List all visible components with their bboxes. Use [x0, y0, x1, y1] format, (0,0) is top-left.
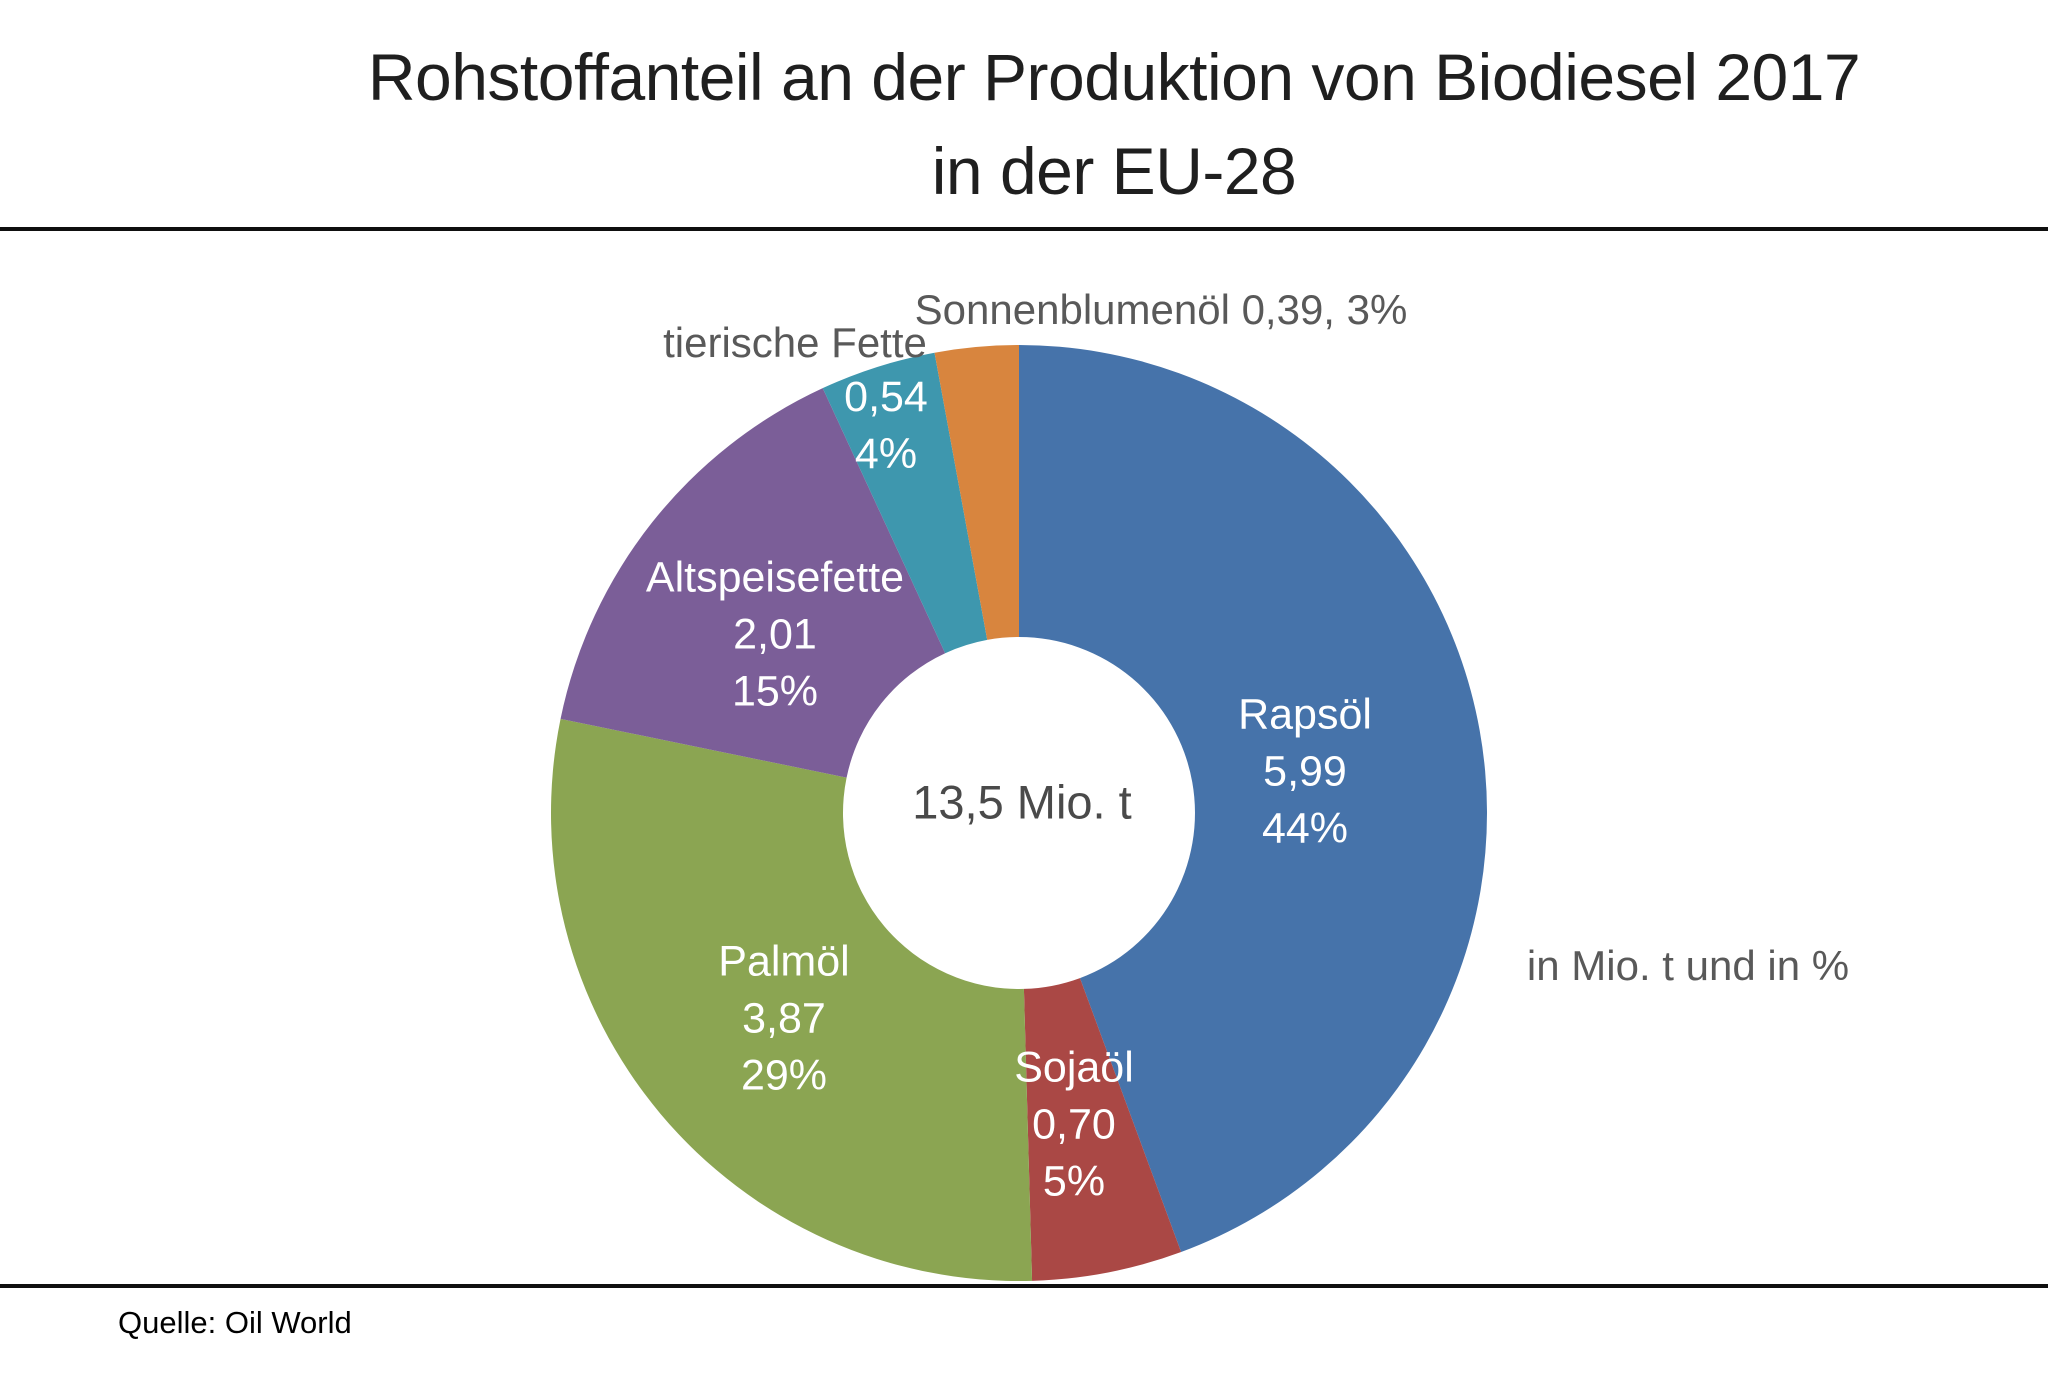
slice-label-tierische-fette-value: 0,54: [844, 373, 928, 421]
slice-Sonnenblumenöl: [934, 345, 1019, 640]
slice-label-altspeisefette-percent: 15%: [731, 667, 819, 716]
chart-title-line2: in der EU-28: [931, 134, 1297, 208]
chart-title-line1: Rohstoffanteil an der Produktion von Bio…: [367, 40, 1861, 114]
slice-label-rapsoel: Rapsöl 5,99 44%: [1238, 687, 1372, 858]
slice-label-palmoel-value: 3,87: [742, 994, 826, 1043]
slice-label-tierische-fette-values: 0,54 4%: [844, 369, 928, 483]
slice-Altspeisefette: [560, 388, 946, 778]
slice-label-palmoel-percent: 29%: [740, 1051, 828, 1100]
slice-label-palmoel: Palmöl 3,87 29%: [718, 934, 849, 1105]
top-divider: [0, 227, 2048, 231]
slice-label-sojaoel: Sojaöl 0,70 5%: [1014, 1040, 1134, 1211]
annotation-unit-note: in Mio. t und in %: [1526, 942, 1850, 989]
slice-Rapsöl: [1019, 345, 1488, 1253]
slice-label-altspeisefette-value: 2,01: [733, 610, 817, 659]
donut-center-total: 13,5 Mio. t: [912, 775, 1132, 829]
source-note: Quelle: Oil World: [118, 1305, 352, 1340]
slice-label-altspeisefette-name: Altspeisefette: [645, 553, 905, 602]
annotation-tierische-fette: tierische Fette: [663, 319, 927, 366]
slice-label-sojaoel-percent: 5%: [1042, 1157, 1106, 1206]
slice-tierische Fette: [822, 352, 988, 654]
slice-label-rapsoel-value: 5,99: [1263, 747, 1347, 796]
annotation-sonnenblumenoel: Sonnenblumenöl 0,39, 3%: [914, 286, 1408, 333]
slice-label-sojaoel-name: Sojaöl: [1014, 1043, 1134, 1092]
slice-Sojaöl: [1023, 978, 1182, 1281]
slice-label-sojaoel-value: 0,70: [1032, 1100, 1116, 1149]
bottom-divider: [0, 1284, 2048, 1288]
slice-label-palmoel-name: Palmöl: [718, 937, 850, 986]
chart-title: Rohstoffanteil an der Produktion von Bio…: [90, 30, 2048, 218]
slice-label-rapsoel-name: Rapsöl: [1238, 690, 1372, 739]
slice-label-altspeisefette: Altspeisefette 2,01 15%: [646, 550, 904, 721]
slice-Palmöl: [551, 718, 1033, 1282]
slice-label-tierische-fette-percent: 4%: [854, 430, 918, 478]
slice-label-rapsoel-percent: 44%: [1261, 804, 1349, 853]
